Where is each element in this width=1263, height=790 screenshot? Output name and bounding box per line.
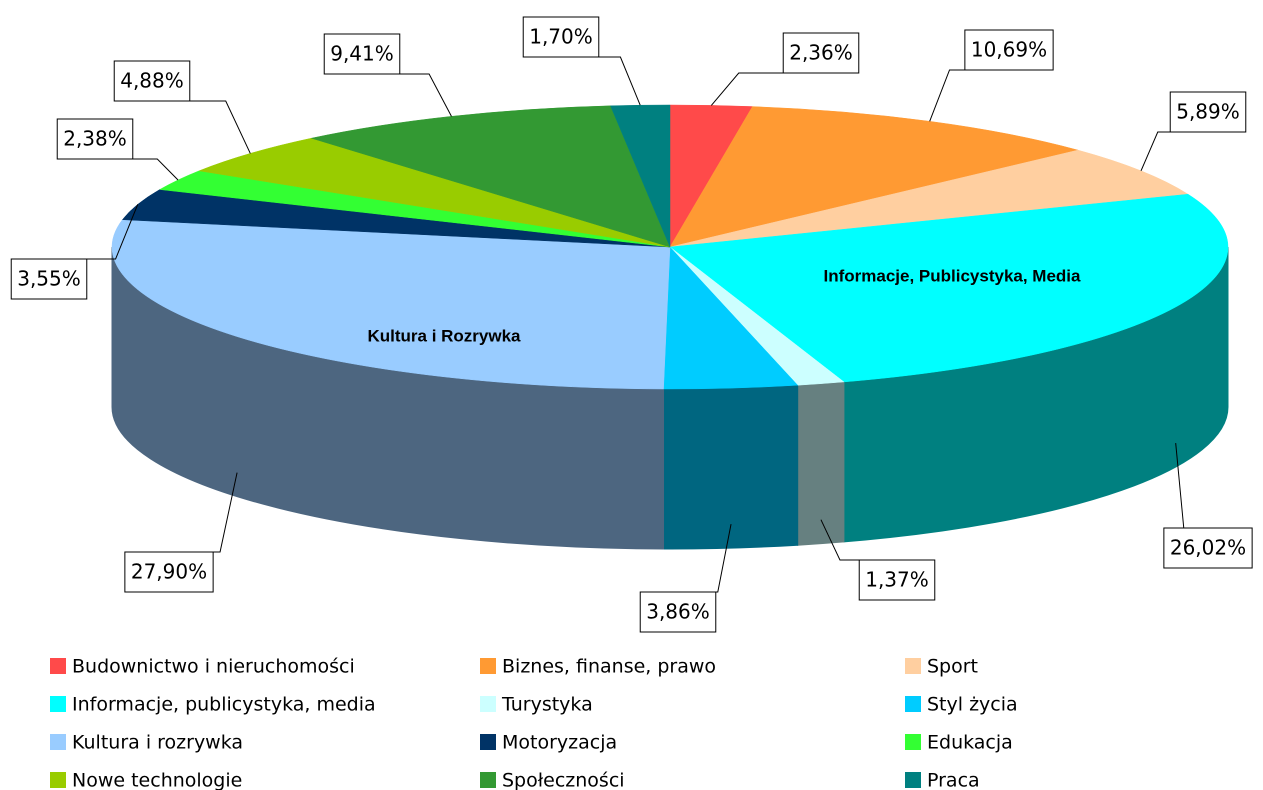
legend-label: Praca	[927, 770, 980, 790]
legend-swatch	[50, 734, 66, 750]
value-label: 4,88%	[120, 69, 184, 93]
value-label: 1,37%	[865, 568, 929, 592]
pie-slice	[669, 106, 1078, 248]
legend-swatch	[50, 658, 66, 674]
pie-slice	[198, 137, 671, 248]
value-label-box	[964, 29, 1054, 71]
value-label: 10,69%	[971, 38, 1047, 62]
pie-tops: Informacje, Publicystyka, Media Kultura i…	[111, 104, 1229, 390]
value-label-box	[1169, 91, 1247, 133]
legend: Budownictwo i nieruchomości Biznes, finan…	[50, 656, 1018, 790]
legend-swatch	[905, 658, 921, 674]
leader-line	[95, 158, 179, 181]
value-label: 26,02%	[1170, 536, 1246, 560]
value-label: 5,89%	[1176, 100, 1240, 124]
leader-line	[678, 524, 732, 593]
value-label-box	[858, 559, 936, 601]
value-label: 1,70%	[529, 25, 593, 49]
legend-label: Budownictwo i nieruchomości	[72, 656, 355, 678]
value-label-box	[782, 32, 860, 74]
leader-line	[710, 72, 821, 106]
pie-slice	[669, 149, 1189, 248]
legend-swatch	[480, 772, 496, 788]
leader-line	[929, 69, 1009, 122]
legend-label: Turystyka	[501, 694, 593, 716]
legend-swatch	[480, 734, 496, 750]
legend-label: Styl życia	[927, 694, 1018, 716]
value-label-box	[56, 118, 134, 160]
legend-label: Informacje, publicystyka, media	[72, 694, 376, 716]
legend-swatch	[905, 696, 921, 712]
value-label-box	[124, 551, 214, 593]
value-label-box	[522, 16, 600, 58]
legend-swatch	[50, 696, 66, 712]
value-label-box	[639, 591, 717, 633]
leader-line	[1175, 442, 1208, 529]
legend-label: Edukacja	[927, 732, 1013, 754]
slice-annotation: Informacje, Publicystyka, Media	[824, 266, 1082, 285]
value-label: 27,90%	[131, 560, 207, 584]
slice-annotation: Kultura i Rozrywka	[367, 326, 521, 345]
legend-swatch	[50, 772, 66, 788]
legend-label: Nowe technologie	[72, 770, 242, 790]
pie-slice	[311, 105, 671, 248]
value-label: 2,36%	[789, 41, 853, 65]
legend-label: Biznes, finanse, prawo	[502, 656, 716, 678]
pie-slice	[111, 219, 671, 390]
value-label: 2,38%	[63, 127, 127, 151]
value-label: 3,55%	[17, 267, 81, 291]
leader-line	[561, 56, 641, 106]
legend-swatch	[905, 734, 921, 750]
legend-label: Społeczności	[502, 770, 625, 790]
legend-swatch	[480, 696, 496, 712]
value-label: 3,86%	[646, 600, 710, 624]
pie-wall	[797, 381, 845, 546]
leader-line	[820, 519, 897, 561]
leader-line	[49, 204, 139, 260]
leader-line	[152, 100, 251, 154]
leader-line	[169, 472, 238, 553]
value-labels: 2,36% 10,69% 5,89% 26,02% 1,37% 3,86% 27,90% 3,…	[10, 16, 1253, 633]
value-label: 9,41%	[330, 42, 394, 66]
legend-label: Motoryzacja	[502, 732, 617, 754]
pie-walls	[111, 246, 1229, 550]
leader-line	[1140, 131, 1208, 172]
legend-label: Kultura i rozrywka	[72, 732, 243, 754]
leader-line	[362, 73, 452, 117]
legend-swatch	[480, 658, 496, 674]
legend-swatch	[905, 772, 921, 788]
legend-label: Sport	[927, 656, 978, 678]
pie-slice	[669, 193, 1229, 383]
